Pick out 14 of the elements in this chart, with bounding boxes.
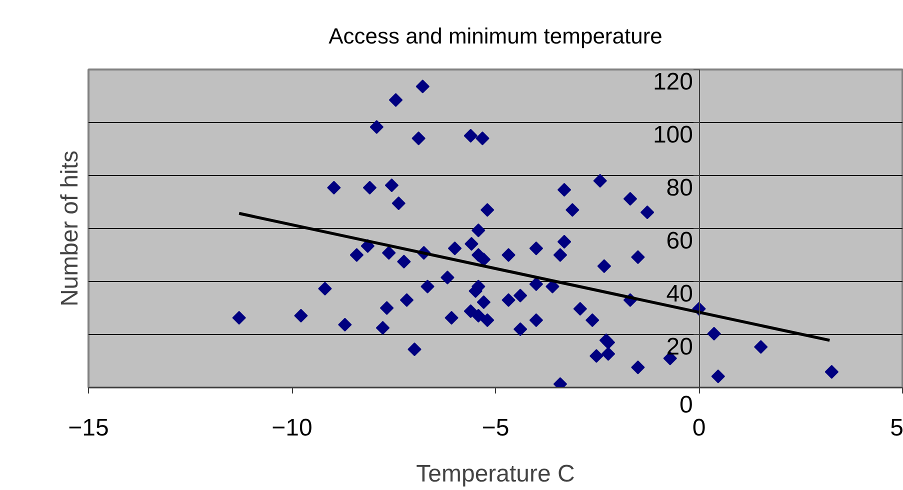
chart-title: Access and minimum temperature — [328, 24, 662, 48]
x-tick-label: −15 — [68, 414, 109, 442]
y-tick-label: 0 — [680, 392, 693, 418]
y-axis-title: Number of hits — [56, 150, 84, 307]
y-tick-label: 20 — [666, 334, 694, 360]
y-tick-label: 100 — [652, 122, 694, 148]
x-axis-title: Temperature C — [416, 460, 575, 488]
x-tick-label: −10 — [272, 414, 312, 442]
y-tick-label: 60 — [666, 228, 694, 254]
x-tick-label: 5 — [890, 414, 903, 442]
x-tick-label: −5 — [482, 414, 510, 442]
y-tick-label: 120 — [652, 68, 694, 96]
y-tick-label: 40 — [666, 280, 694, 308]
y-tick-label: 80 — [666, 174, 694, 202]
